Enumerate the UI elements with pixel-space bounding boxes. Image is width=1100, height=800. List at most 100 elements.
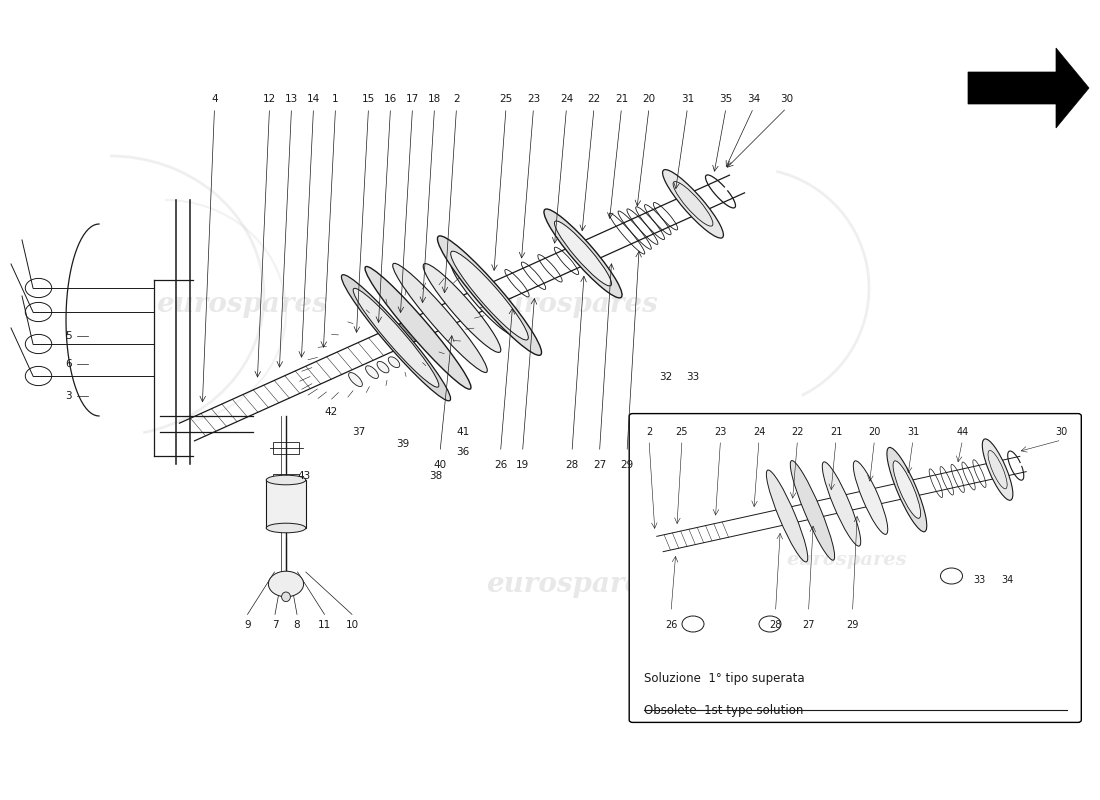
Ellipse shape	[341, 274, 451, 401]
Text: 10: 10	[345, 620, 359, 630]
Text: 35: 35	[719, 94, 733, 104]
Text: 9: 9	[244, 620, 251, 630]
Text: 12: 12	[263, 94, 276, 104]
Ellipse shape	[266, 523, 306, 533]
Text: 37: 37	[352, 427, 365, 437]
Text: 34: 34	[1001, 575, 1013, 585]
Ellipse shape	[662, 170, 724, 238]
Text: 25: 25	[675, 427, 689, 437]
Text: 38: 38	[429, 471, 442, 481]
Circle shape	[268, 571, 304, 597]
Ellipse shape	[393, 263, 487, 373]
Text: 23: 23	[527, 94, 540, 104]
Text: 1: 1	[332, 94, 339, 104]
Text: 21: 21	[615, 94, 628, 104]
Text: 28: 28	[565, 460, 579, 470]
Text: 33: 33	[686, 372, 700, 382]
Text: 14: 14	[307, 94, 320, 104]
Text: 36: 36	[456, 447, 470, 457]
Text: 25: 25	[499, 94, 513, 104]
Text: 29: 29	[846, 620, 859, 630]
FancyBboxPatch shape	[629, 414, 1081, 722]
Text: 13: 13	[285, 94, 298, 104]
Text: 27: 27	[593, 460, 606, 470]
Text: 18: 18	[428, 94, 441, 104]
Text: 2: 2	[646, 427, 652, 437]
Circle shape	[759, 616, 781, 632]
Ellipse shape	[790, 461, 835, 560]
Text: 22: 22	[791, 427, 804, 437]
Ellipse shape	[377, 362, 389, 373]
Text: 3: 3	[65, 391, 72, 401]
Text: 40: 40	[433, 460, 447, 470]
Text: 44: 44	[956, 427, 969, 437]
Text: 15: 15	[362, 94, 375, 104]
Text: 27: 27	[802, 620, 815, 630]
Text: 39: 39	[396, 439, 409, 449]
Ellipse shape	[349, 373, 362, 386]
Text: 8: 8	[294, 620, 300, 630]
Text: 30: 30	[1055, 427, 1068, 437]
Text: 32: 32	[659, 372, 672, 382]
Text: 20: 20	[642, 94, 656, 104]
Text: 34: 34	[747, 94, 760, 104]
Circle shape	[682, 616, 704, 632]
Ellipse shape	[388, 357, 399, 367]
Text: 29: 29	[620, 460, 634, 470]
Ellipse shape	[282, 592, 290, 602]
Text: 7: 7	[272, 620, 278, 630]
Text: 2: 2	[453, 94, 460, 104]
Ellipse shape	[887, 447, 927, 532]
Text: 41: 41	[456, 427, 470, 437]
Bar	[273, 442, 299, 454]
Bar	[273, 474, 299, 486]
Ellipse shape	[767, 470, 807, 562]
Ellipse shape	[353, 288, 439, 387]
Bar	[273, 514, 299, 526]
Text: 26: 26	[494, 460, 507, 470]
Ellipse shape	[438, 236, 541, 355]
Ellipse shape	[982, 439, 1013, 500]
Text: 16: 16	[384, 94, 397, 104]
Text: 26: 26	[664, 620, 678, 630]
Text: 21: 21	[829, 427, 843, 437]
Ellipse shape	[893, 461, 921, 518]
Text: 19: 19	[516, 460, 529, 470]
Ellipse shape	[543, 209, 623, 298]
Text: 20: 20	[868, 427, 881, 437]
Text: Soluzione  1° tipo superata: Soluzione 1° tipo superata	[644, 672, 804, 685]
Text: 43: 43	[297, 471, 310, 481]
Ellipse shape	[451, 261, 517, 336]
Ellipse shape	[266, 475, 306, 485]
Text: eurospares: eurospares	[486, 570, 658, 598]
Text: eurospares: eurospares	[156, 290, 328, 318]
Text: eurospares: eurospares	[486, 290, 658, 318]
Text: 33: 33	[974, 575, 986, 585]
Text: 5: 5	[65, 331, 72, 341]
Text: 23: 23	[714, 427, 727, 437]
Text: 6: 6	[65, 359, 72, 369]
Ellipse shape	[554, 221, 612, 286]
Text: 22: 22	[587, 94, 601, 104]
Text: 24: 24	[560, 94, 573, 104]
Text: 28: 28	[769, 620, 782, 630]
Ellipse shape	[424, 264, 500, 352]
Text: 4: 4	[211, 94, 218, 104]
Ellipse shape	[854, 461, 888, 534]
Ellipse shape	[345, 280, 447, 396]
Text: eurospares: eurospares	[786, 551, 908, 569]
Polygon shape	[968, 48, 1089, 128]
Text: 31: 31	[906, 427, 920, 437]
Ellipse shape	[823, 462, 860, 546]
Text: Obsolete  1st type solution: Obsolete 1st type solution	[644, 704, 803, 717]
Bar	[266, 480, 306, 528]
Ellipse shape	[451, 251, 528, 340]
Ellipse shape	[365, 266, 471, 389]
Text: 24: 24	[752, 427, 766, 437]
Text: 11: 11	[318, 620, 331, 630]
Text: 30: 30	[780, 94, 793, 104]
Text: 31: 31	[681, 94, 694, 104]
Circle shape	[940, 568, 962, 584]
Text: 42: 42	[324, 407, 338, 417]
Ellipse shape	[365, 366, 378, 378]
